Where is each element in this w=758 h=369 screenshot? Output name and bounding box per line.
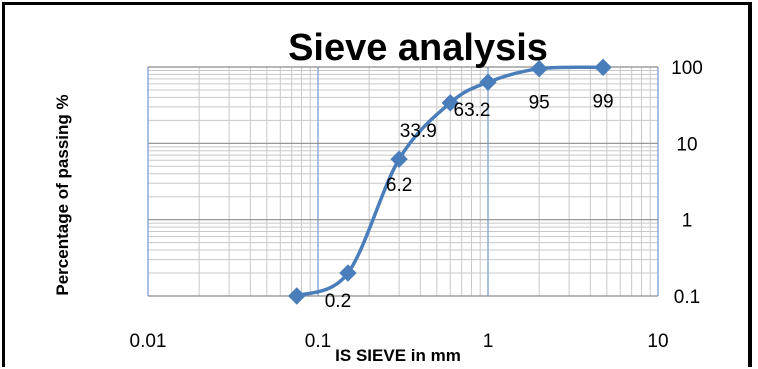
data-labels: 0.2 6.2 33.9 63.2 95 99 bbox=[325, 91, 614, 312]
y-tick-label: 1 bbox=[682, 211, 693, 232]
minor-gridlines bbox=[148, 67, 658, 296]
data-point-marker bbox=[288, 287, 306, 305]
data-point-marker bbox=[479, 73, 497, 91]
data-point-marker bbox=[530, 59, 548, 78]
x-tick-label: 1 bbox=[483, 331, 494, 352]
y-axis-title: Percentage of passing % bbox=[53, 94, 72, 295]
chart-frame bbox=[2, 2, 752, 367]
x-axis-title: IS SIEVE in mm bbox=[335, 346, 461, 365]
x-tick-labels: 0.01 0.1 1 10 bbox=[130, 331, 669, 352]
data-point-marker bbox=[441, 94, 459, 112]
data-label: 6.2 bbox=[386, 175, 412, 196]
y-tick-label: 10 bbox=[676, 134, 697, 155]
x-tick-label: 0.1 bbox=[305, 331, 331, 352]
data-label: 95 bbox=[529, 93, 550, 114]
data-point-marker bbox=[594, 58, 612, 77]
y-tick-label: 0.1 bbox=[674, 287, 700, 308]
x-tick-label: 10 bbox=[647, 331, 668, 352]
data-markers bbox=[288, 58, 612, 305]
y-tick-label: 100 bbox=[671, 58, 703, 79]
chart-title: Sieve analysis bbox=[288, 27, 548, 69]
data-label: 99 bbox=[592, 91, 613, 112]
data-point-marker bbox=[339, 264, 357, 282]
data-point-marker bbox=[390, 150, 408, 168]
data-label: 33.9 bbox=[400, 121, 437, 142]
y-tick-labels: 0.1 1 10 100 bbox=[671, 58, 703, 308]
data-label: 0.2 bbox=[325, 291, 351, 312]
data-label: 63.2 bbox=[454, 100, 491, 121]
x-tick-label: 0.01 bbox=[130, 331, 167, 352]
